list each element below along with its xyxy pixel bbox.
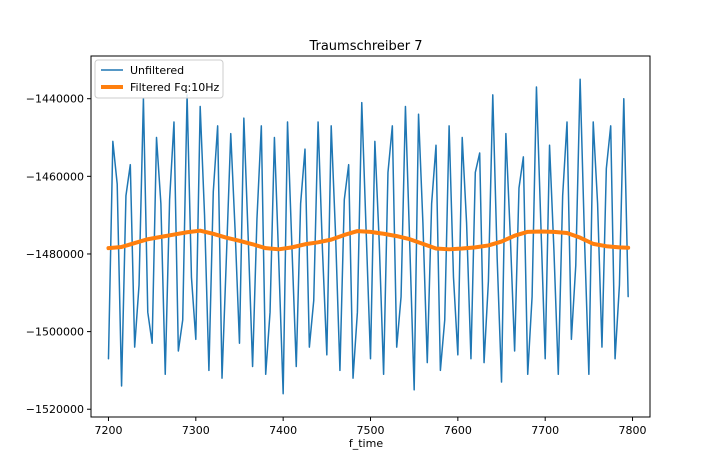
x-tick-label: 7800 [619, 424, 647, 437]
x-tick-label: 7200 [94, 424, 122, 437]
legend-box [94, 59, 224, 99]
x-tick-label: 7500 [357, 424, 385, 437]
x-axis-label: f_time [349, 437, 383, 450]
legend-label-filtered: Filtered Fq:10Hz [130, 81, 220, 94]
legend-label-unfiltered: Unfiltered [130, 64, 184, 77]
y-tick-label: −1460000 [26, 170, 84, 183]
y-tick-label: −1520000 [26, 403, 84, 416]
y-tick-label: −1440000 [26, 93, 84, 106]
x-tick-label: 7600 [444, 424, 472, 437]
y-tick-label: −1480000 [26, 248, 84, 261]
series-line-filtered [106, 228, 631, 252]
x-tick-label: 7700 [531, 424, 559, 437]
legend: Unfiltered Filtered Fq:10Hz [94, 59, 224, 99]
y-axis-ticks: −1440000 −1460000 −1480000 −1500000 −1520000 [26, 93, 91, 416]
x-tick-label: 7300 [182, 424, 210, 437]
x-axis-ticks: 7200 7300 7400 7500 7600 7700 7800 [94, 417, 647, 437]
series-layer [106, 78, 631, 395]
series-line-unfiltered [107, 78, 629, 395]
x-tick-label: 7400 [269, 424, 297, 437]
chart-title: Traumschreiber 7 [308, 39, 422, 54]
y-tick-label: −1500000 [26, 326, 84, 339]
